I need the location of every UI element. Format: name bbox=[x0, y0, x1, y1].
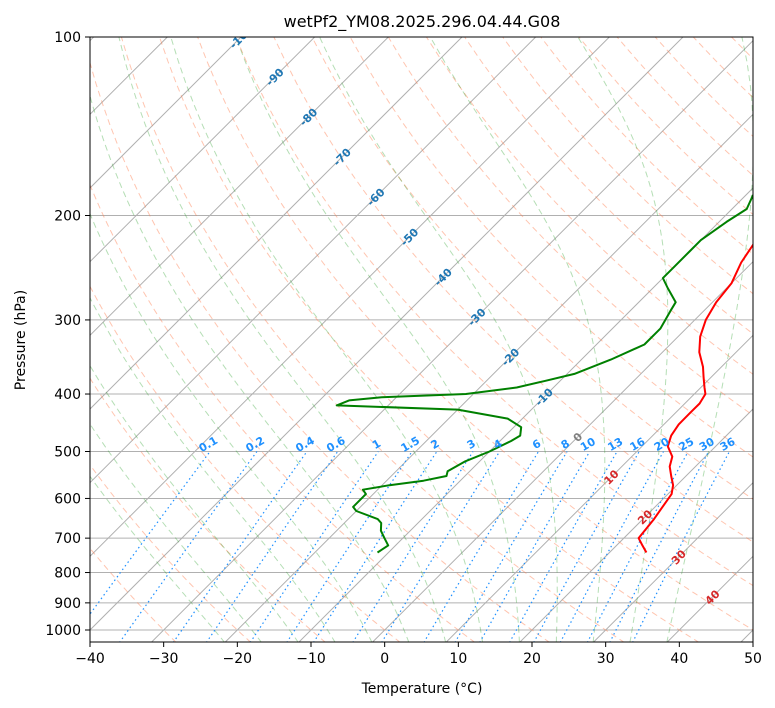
mixing-ratio-line bbox=[423, 451, 540, 642]
dry-adiabat-line bbox=[311, 37, 753, 500]
moist-adiabat-line bbox=[90, 475, 225, 642]
moist-adiabat-line bbox=[90, 296, 336, 642]
moist-adiabat-line bbox=[90, 94, 410, 642]
x-tick-label: 0 bbox=[380, 651, 389, 667]
y-tick-label: 800 bbox=[54, 566, 81, 582]
mixing-ratio-line bbox=[454, 451, 568, 642]
plot-frame bbox=[89, 36, 754, 643]
profile-lines bbox=[335, 194, 753, 554]
isotherm-line bbox=[151, 39, 753, 642]
isotherm-line bbox=[224, 113, 753, 642]
dry-adiabat-line bbox=[90, 464, 252, 642]
dry-adiabat-line bbox=[235, 37, 753, 587]
mixing-ratio-line bbox=[586, 451, 689, 642]
x-tick-label: 50 bbox=[744, 651, 762, 667]
dry-adiabat-line bbox=[120, 37, 625, 642]
isotherm-line bbox=[90, 37, 242, 189]
dry-adiabat-line bbox=[464, 37, 753, 335]
mixing-ratio-line bbox=[352, 451, 474, 642]
moist-adiabat-line bbox=[170, 37, 484, 642]
mixing-ratio-line bbox=[206, 451, 339, 642]
y-tick-label: 1000 bbox=[45, 623, 81, 639]
isotherm-line bbox=[90, 37, 463, 410]
plot-background bbox=[90, 37, 753, 642]
moist-adiabat-line bbox=[90, 212, 373, 642]
dry-adiabat-line bbox=[159, 37, 700, 642]
isotherm-line bbox=[90, 37, 610, 558]
moist-adiabat-line bbox=[235, 37, 520, 642]
moist-adiabat-line bbox=[90, 423, 262, 642]
x-tick-label: −30 bbox=[149, 651, 179, 667]
isotherm-line bbox=[90, 37, 316, 263]
dry-adiabat-line bbox=[197, 37, 753, 631]
x-tick-label: −10 bbox=[296, 651, 326, 667]
mixing-ratio-line bbox=[172, 451, 308, 642]
x-tick-label: −20 bbox=[223, 651, 253, 667]
isotherm-line bbox=[593, 481, 753, 642]
moist-adiabat-line bbox=[666, 37, 753, 642]
dry-adiabat-line bbox=[502, 37, 753, 295]
y-tick-label: 300 bbox=[54, 313, 81, 329]
x-axis-label: Temperature (°C) bbox=[361, 681, 483, 697]
moist-adiabat-line bbox=[90, 364, 299, 642]
isotherm-line bbox=[298, 187, 753, 642]
isotherm-line bbox=[445, 334, 753, 642]
y-tick-label: 700 bbox=[54, 531, 81, 547]
x-tick-label: 10 bbox=[449, 651, 467, 667]
x-tick-label: −40 bbox=[75, 651, 105, 667]
x-tick-label: 40 bbox=[670, 651, 688, 667]
moist-adiabat-line bbox=[429, 37, 606, 642]
moist-adiabat-line bbox=[319, 37, 558, 642]
y-tick-label: 200 bbox=[54, 209, 81, 225]
y-tick-label: 900 bbox=[54, 596, 81, 612]
x-tick-label: 20 bbox=[523, 651, 541, 667]
isotherm-line bbox=[372, 260, 753, 642]
y-axis-label: Pressure (hPa) bbox=[13, 290, 29, 390]
mixing-ratio-line bbox=[313, 451, 438, 642]
moist-adiabat-line bbox=[577, 37, 669, 642]
y-tick-label: 400 bbox=[54, 387, 81, 403]
mixing-ratio-line bbox=[381, 451, 501, 642]
mixing-ratio-line bbox=[559, 451, 665, 642]
mixing-ratio-line bbox=[286, 451, 413, 642]
x-tick-label: 30 bbox=[597, 651, 615, 667]
temperature-profile-line bbox=[637, 243, 753, 553]
dry-adiabat-line bbox=[90, 61, 550, 642]
isotherm-line bbox=[90, 37, 684, 631]
y-tick-label: 600 bbox=[54, 491, 81, 507]
isotherm-line bbox=[90, 37, 537, 484]
dewpoint-profile-line bbox=[335, 194, 753, 554]
isotherm-line bbox=[519, 408, 753, 642]
axes: −40 −30 −20 −10 0 10 20 30 40 50 100 200 300 400 500 60… bbox=[45, 30, 762, 667]
y-tick-label: 500 bbox=[54, 444, 81, 460]
chart-title: wetPf2_YM08.2025.296.04.44.G08 bbox=[284, 12, 561, 32]
y-tick-label: 100 bbox=[54, 30, 81, 46]
mixing-ratio-line bbox=[249, 451, 379, 642]
isotherm-line bbox=[90, 37, 389, 337]
